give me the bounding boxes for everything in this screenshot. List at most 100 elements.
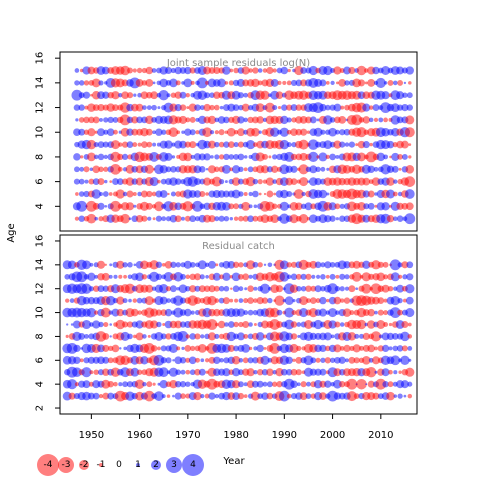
residual-bubble (280, 368, 288, 376)
residual-bubble (269, 307, 280, 318)
residual-bubble (339, 215, 346, 222)
residual-bubble (367, 380, 375, 388)
residual-bubble (204, 393, 210, 399)
residual-bubble (199, 166, 206, 173)
residual-bubble (329, 117, 336, 123)
residual-bubble (263, 192, 267, 196)
residual-bubble (149, 320, 159, 329)
residual-bubble (296, 322, 302, 327)
residual-bubble (104, 179, 108, 184)
residual-bubble (200, 394, 205, 399)
residual-bubble (160, 345, 167, 352)
residual-bubble (287, 68, 291, 73)
residual-bubble (80, 155, 84, 159)
residual-bubble (290, 380, 298, 388)
residual-bubble (295, 369, 302, 376)
residual-bubble (290, 165, 298, 173)
residual-bubble (319, 103, 327, 112)
residual-bubble (175, 262, 181, 268)
residual-bubble (140, 190, 148, 198)
residual-bubble (289, 214, 299, 224)
residual-bubble (351, 114, 363, 126)
residual-bubble (252, 67, 259, 74)
residual-bubble (182, 201, 194, 212)
residual-bubble (214, 130, 219, 135)
residual-bubble (388, 346, 393, 351)
residual-bubble (73, 344, 81, 353)
residual-bubble (259, 283, 271, 294)
residual-bubble (319, 392, 327, 400)
residual-bubble (396, 66, 405, 75)
residual-bubble (354, 333, 360, 339)
residual-bubble (169, 285, 177, 293)
residual-bubble (222, 272, 231, 281)
residual-bubble (204, 358, 210, 363)
residual-bubble (329, 261, 336, 268)
residual-bubble (343, 128, 351, 136)
residual-bubble (171, 155, 176, 159)
residual-bubble (199, 191, 206, 197)
residual-bubble (333, 379, 342, 389)
residual-bubble (272, 154, 278, 160)
residual-bubble (356, 65, 367, 76)
residual-bubble (383, 298, 388, 303)
residual-bubble (218, 285, 225, 292)
residual-bubble (250, 391, 260, 401)
residual-bubble (231, 90, 241, 100)
x-tick-label: 1970 (175, 430, 200, 441)
residual-bubble (369, 142, 373, 147)
residual-bubble (115, 319, 125, 330)
residual-bubble (267, 262, 273, 268)
residual-bubble (290, 104, 298, 112)
residual-bubble (304, 202, 313, 211)
residual-bubble (72, 320, 81, 329)
residual-bubble (122, 298, 128, 304)
residual-bubble (243, 394, 248, 398)
residual-bubble (405, 202, 414, 211)
y-axis-label: Age (6, 223, 17, 242)
residual-bubble (362, 177, 371, 186)
residual-bubble (260, 214, 270, 223)
residual-bubble (214, 333, 220, 339)
residual-bubble (357, 152, 366, 162)
residual-bubble (159, 379, 168, 389)
residual-bubble (243, 192, 248, 196)
residual-bubble (146, 381, 153, 388)
residual-bubble (301, 191, 306, 197)
residual-bubble (167, 192, 170, 196)
residual-bubble (253, 298, 258, 303)
residual-bubble (383, 154, 389, 160)
residual-bubble (241, 344, 251, 353)
residual-bubble (178, 284, 188, 294)
residual-bubble (92, 178, 100, 185)
residual-bubble (118, 93, 123, 98)
residual-bubble (168, 343, 178, 353)
residual-bubble (217, 116, 226, 124)
residual-bubble (150, 345, 158, 352)
residual-bubble (223, 116, 230, 124)
residual-bubble (362, 116, 371, 124)
residual-bubble (339, 141, 346, 148)
residual-bubble (243, 92, 249, 98)
residual-bubble (194, 104, 201, 111)
residual-bubble (183, 152, 193, 162)
residual-bubble (214, 154, 220, 160)
residual-bubble (298, 164, 309, 175)
residual-bubble (351, 271, 362, 282)
residual-bubble (313, 127, 323, 137)
residual-bubble (94, 274, 99, 279)
residual-bubble (339, 273, 346, 280)
residual-bubble (375, 77, 386, 88)
residual-bubble (318, 308, 327, 317)
residual-bubble (213, 356, 221, 365)
residual-bubble (228, 203, 235, 210)
residual-bubble (228, 154, 235, 160)
residual-bubble (396, 284, 405, 293)
residual-bubble (207, 295, 217, 306)
residual-bubble (149, 271, 160, 282)
residual-bubble (406, 92, 413, 99)
residual-bubble (113, 381, 118, 387)
residual-bubble (290, 79, 298, 86)
residual-bubble (206, 319, 218, 330)
residual-bubble (136, 116, 143, 124)
